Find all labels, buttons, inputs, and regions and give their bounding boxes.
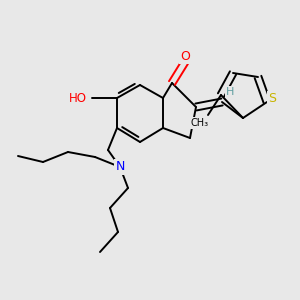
- Text: O: O: [180, 50, 190, 62]
- Text: H: H: [226, 87, 234, 97]
- Text: CH₃: CH₃: [191, 118, 209, 128]
- Text: N: N: [115, 160, 125, 173]
- Text: HO: HO: [69, 92, 87, 106]
- Text: S: S: [268, 92, 276, 106]
